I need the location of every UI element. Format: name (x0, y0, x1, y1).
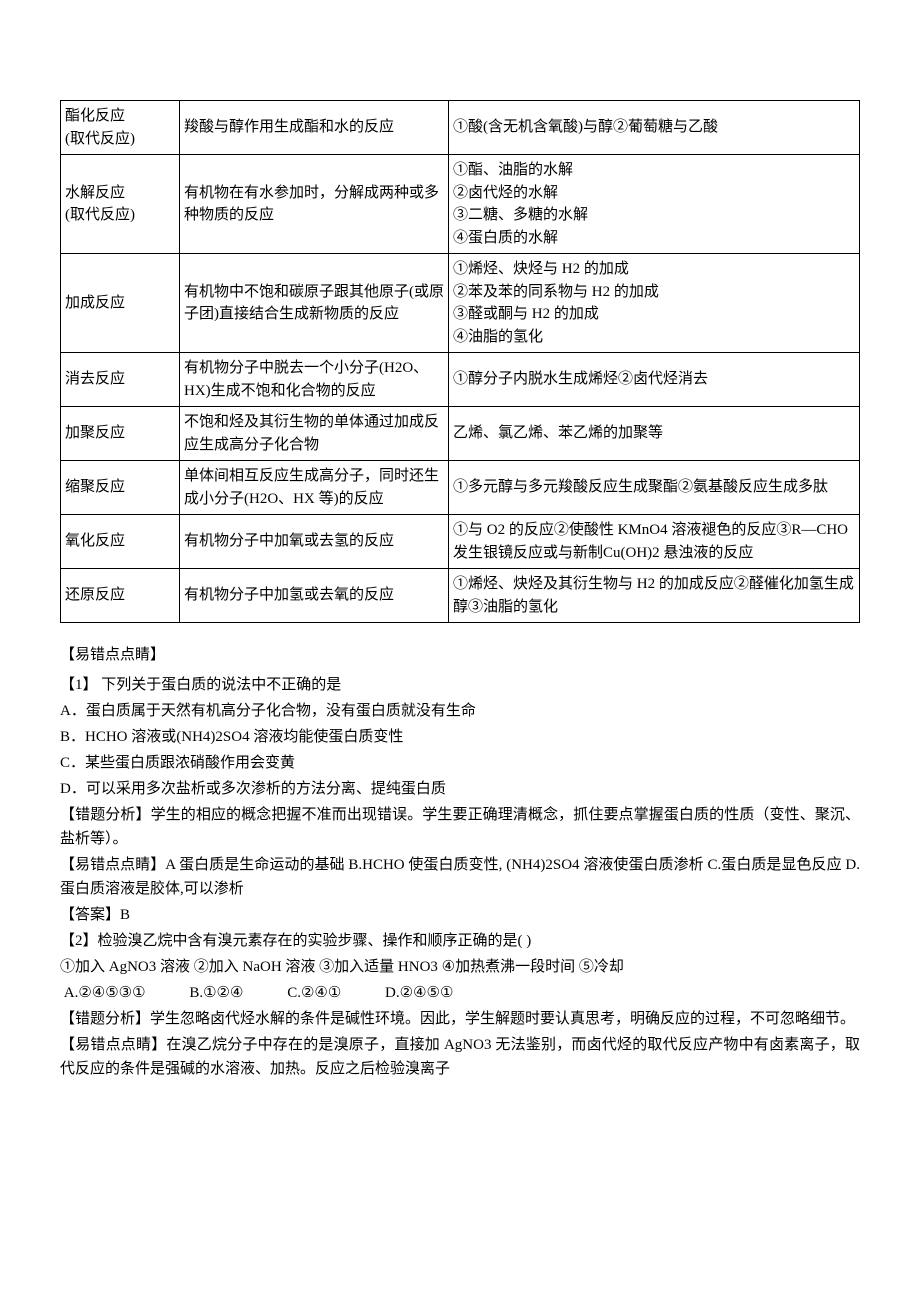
question-2-choice-d: D.②④⑤① (385, 981, 453, 1005)
cell-reaction-name: 加聚反应 (61, 407, 180, 461)
cell-reaction-name: 消去反应 (61, 353, 180, 407)
reaction-types-table: 酯化反应(取代反应) 羧酸与醇作用生成酯和水的反应 ①酸(含无机含氧酸)与醇②葡… (60, 100, 860, 623)
cell-reaction-name: 酯化反应(取代反应) (61, 101, 180, 155)
cell-reaction-name: 缩聚反应 (61, 461, 180, 515)
cell-examples: ①酸(含无机含氧酸)与醇②葡萄糖与乙酸 (449, 101, 860, 155)
question-1-option-d: D．可以采用多次盐析或多次渗析的方法分离、提纯蛋白质 (60, 777, 860, 801)
question-2-choices: A.②④⑤③① B.①②④ C.②④① D.②④⑤① (60, 981, 860, 1005)
section-heading-common-mistakes: 【易错点点睛】 (60, 643, 860, 667)
question-1-stem: 【1】 下列关于蛋白质的说法中不正确的是 (60, 673, 860, 697)
table-row: 缩聚反应 单体间相互反应生成高分子，同时还生成小分子(H2O、HX 等)的反应 … (61, 461, 860, 515)
cell-examples: ①酯、油脂的水解②卤代烃的水解③二糖、多糖的水解④蛋白质的水解 (449, 155, 860, 254)
question-2-stem: 【2】检验溴乙烷中含有溴元素存在的实验步骤、操作和顺序正确的是( ) (60, 929, 860, 953)
question-1-option-b: B．HCHO 溶液或(NH4)2SO4 溶液均能使蛋白质变性 (60, 725, 860, 749)
question-2-choice-c: C.②④① (287, 981, 341, 1005)
question-1-error-analysis: 【错题分析】学生的相应的概念把握不准而出现错误。学生要正确理清概念，抓住要点掌握… (60, 803, 860, 851)
cell-definition: 不饱和烃及其衍生物的单体通过加成反应生成高分子化合物 (180, 407, 449, 461)
table-row: 还原反应 有机物分子中加氢或去氧的反应 ①烯烃、炔烃及其衍生物与 H2 的加成反… (61, 569, 860, 623)
question-1-option-a: A．蛋白质属于天然有机高分子化合物，没有蛋白质就没有生命 (60, 699, 860, 723)
cell-reaction-name: 加成反应 (61, 254, 180, 353)
question-1-answer: 【答案】B (60, 903, 860, 927)
cell-examples: ①与 O2 的反应②使酸性 KMnO4 溶液褪色的反应③R—CHO 发生银镜反应… (449, 515, 860, 569)
cell-definition: 有机物中不饱和碳原子跟其他原子(或原子团)直接结合生成新物质的反应 (180, 254, 449, 353)
question-2-choice-b: B.①②④ (189, 981, 243, 1005)
cell-examples: ①醇分子内脱水生成烯烃②卤代烃消去 (449, 353, 860, 407)
cell-definition: 有机物分子中脱去一个小分子(H2O、HX)生成不饱和化合物的反应 (180, 353, 449, 407)
question-2-error-analysis: 【错题分析】学生忽略卤代烃水解的条件是碱性环境。因此，学生解题时要认真思考，明确… (60, 1007, 860, 1031)
cell-examples: 乙烯、氯乙烯、苯乙烯的加聚等 (449, 407, 860, 461)
table-row: 氧化反应 有机物分子中加氧或去氢的反应 ①与 O2 的反应②使酸性 KMnO4 … (61, 515, 860, 569)
question-2-tip: 【易错点点睛】在溴乙烷分子中存在的是溴原子，直接加 AgNO3 无法鉴别，而卤代… (60, 1033, 860, 1081)
table-row: 水解反应(取代反应) 有机物在有水参加时，分解成两种或多种物质的反应 ①酯、油脂… (61, 155, 860, 254)
cell-definition: 有机物在有水参加时，分解成两种或多种物质的反应 (180, 155, 449, 254)
cell-reaction-name: 还原反应 (61, 569, 180, 623)
table-row: 加成反应 有机物中不饱和碳原子跟其他原子(或原子团)直接结合生成新物质的反应 ①… (61, 254, 860, 353)
cell-reaction-name: 水解反应(取代反应) (61, 155, 180, 254)
cell-definition: 羧酸与醇作用生成酯和水的反应 (180, 101, 449, 155)
table-row: 加聚反应 不饱和烃及其衍生物的单体通过加成反应生成高分子化合物 乙烯、氯乙烯、苯… (61, 407, 860, 461)
cell-examples: ①多元醇与多元羧酸反应生成聚酯②氨基酸反应生成多肽 (449, 461, 860, 515)
cell-definition: 单体间相互反应生成高分子，同时还生成小分子(H2O、HX 等)的反应 (180, 461, 449, 515)
cell-examples: ①烯烃、炔烃及其衍生物与 H2 的加成反应②醛催化加氢生成醇③油脂的氢化 (449, 569, 860, 623)
question-2-choice-a: A.②④⑤③① (64, 981, 146, 1005)
cell-reaction-name: 氧化反应 (61, 515, 180, 569)
question-1-option-c: C．某些蛋白质跟浓硝酸作用会变黄 (60, 751, 860, 775)
question-2-items: ①加入 AgNO3 溶液 ②加入 NaOH 溶液 ③加入适量 HNO3 ④加热煮… (60, 955, 860, 979)
cell-definition: 有机物分子中加氢或去氧的反应 (180, 569, 449, 623)
cell-definition: 有机物分子中加氧或去氢的反应 (180, 515, 449, 569)
table-row: 酯化反应(取代反应) 羧酸与醇作用生成酯和水的反应 ①酸(含无机含氧酸)与醇②葡… (61, 101, 860, 155)
question-1-tip: 【易错点点睛】A 蛋白质是生命运动的基础 B.HCHO 使蛋白质变性, (NH4… (60, 853, 860, 901)
table-row: 消去反应 有机物分子中脱去一个小分子(H2O、HX)生成不饱和化合物的反应 ①醇… (61, 353, 860, 407)
cell-examples: ①烯烃、炔烃与 H2 的加成②苯及苯的同系物与 H2 的加成③醛或酮与 H2 的… (449, 254, 860, 353)
